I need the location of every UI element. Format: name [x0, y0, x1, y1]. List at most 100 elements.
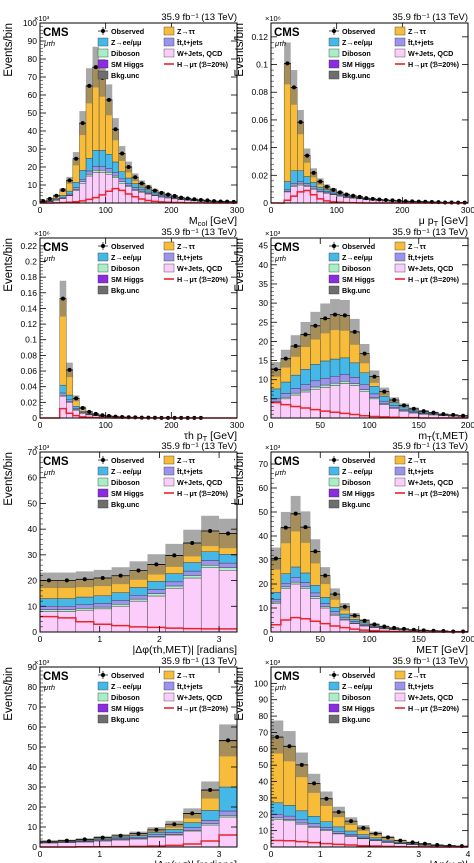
bar-ttbar: [112, 172, 119, 177]
y-tick-label: 0.1: [25, 335, 37, 345]
x-tick-label: 0: [38, 849, 43, 859]
bar-ttbar: [297, 181, 305, 185]
legend-label: H→μτ (ℬ=20%): [177, 704, 229, 713]
y-tick-label: 80: [28, 54, 38, 64]
y-tick-label: 10: [28, 822, 38, 832]
x-tick-label: 300: [230, 205, 244, 215]
legend-swatch-unc: [328, 285, 340, 295]
observed-point: [331, 187, 336, 192]
bar-zll: [147, 832, 166, 835]
x-axis-label: |Δη(μ,τ)|: [430, 859, 468, 863]
legend-swatch-ttbar: [394, 37, 406, 47]
bar-wjets: [359, 390, 370, 419]
bar-wjets: [359, 625, 370, 633]
y-tick-label: 40: [28, 524, 38, 534]
bar-diboson: [310, 386, 321, 390]
legend-label: Z→ee/μμ: [342, 38, 372, 47]
legend-label: Observed: [342, 27, 375, 36]
bar-ttbar: [200, 560, 220, 566]
y-tick-label: 50: [259, 760, 269, 770]
y-tick-label: 20: [259, 336, 269, 346]
bar-zll: [280, 381, 291, 394]
observed-point: [113, 127, 118, 132]
x-tick-label: 100: [362, 634, 376, 644]
legend-label: Observed: [342, 671, 375, 680]
observed-point: [299, 762, 304, 767]
bar-zll: [339, 357, 351, 375]
legend-swatch-zll: [97, 466, 109, 476]
bar-wjets: [297, 184, 305, 204]
y-tick-label: 40: [259, 531, 269, 541]
y-tick-label: 0.1: [256, 60, 268, 70]
legend-swatch-unc: [328, 714, 340, 724]
bar-zll: [283, 181, 291, 191]
legend: Observed Z→ττ Z→ee/μμ t̄t,t+jets Diboson W+Je…: [328, 26, 460, 80]
legend-label: Z→ee/μμ: [342, 682, 372, 691]
bar-ttbar: [147, 589, 166, 594]
bar-ttbar: [111, 600, 130, 605]
lumi-label: 35.9 fb⁻¹ (13 TeV): [161, 227, 237, 238]
observed-point: [349, 819, 354, 824]
chart-panel-4: 35.9 fb⁻¹ (13 TeV) ×10³ 0 5 10 15 20 25 30 35 40 45…: [234, 227, 474, 443]
observed-point: [67, 178, 72, 183]
legend-swatch-zll: [328, 37, 340, 47]
bar-wjets: [147, 595, 166, 633]
cms-label: CMS: [43, 671, 69, 683]
observed-point: [411, 627, 416, 632]
y-tick-label: 50: [28, 498, 38, 508]
y-axis-label: Events/bin: [3, 452, 15, 506]
bar-ttbar: [125, 183, 133, 186]
bar-ttbar: [283, 189, 291, 192]
observed-point: [372, 622, 377, 627]
cms-label: CMS: [274, 27, 300, 39]
observed-point: [357, 194, 362, 199]
x-tick-label: 2: [367, 849, 372, 859]
observed-point: [80, 121, 85, 126]
y-tick-label: 70: [28, 702, 38, 712]
legend-label: H→μτ (ℬ=20%): [177, 60, 229, 69]
bar-ttbar: [270, 599, 282, 603]
legend-label: Diboson: [342, 478, 371, 487]
x-tick-label: 200: [164, 420, 178, 430]
bar-wjets: [66, 402, 74, 419]
channel-label: μτh: [274, 683, 286, 692]
observed-point: [159, 190, 164, 195]
bar-zll: [303, 176, 311, 184]
bar-zll: [125, 177, 133, 184]
legend-swatch-higgs: [97, 274, 109, 284]
legend-label: Z→ee/μμ: [111, 38, 141, 47]
plot-frame: [270, 22, 469, 204]
channel-label: μτh: [43, 254, 55, 263]
legend-label: Z→ττ: [177, 456, 196, 465]
x-axis-label: |Δφ(τh,MET)| [radians]: [132, 644, 237, 656]
observed-point: [305, 153, 310, 158]
observed-point: [60, 188, 65, 193]
observed-point: [392, 398, 397, 402]
bar-zll: [297, 170, 305, 183]
observed-point: [352, 613, 357, 618]
y-tick-label: 60: [28, 722, 38, 732]
bar-ttbar: [359, 384, 370, 390]
legend-swatch-unc: [97, 70, 109, 80]
legend-swatch-ztt: [163, 455, 175, 465]
legend-label: t̄t,t+jets: [407, 38, 434, 47]
bar-ttbar: [79, 179, 87, 182]
y-tick-label: 20: [259, 809, 269, 819]
bar-ttbar: [93, 603, 112, 608]
bar-zll: [85, 158, 93, 172]
bar-wjets: [316, 191, 324, 204]
observed-point: [303, 332, 308, 337]
bar-wjets: [300, 588, 311, 633]
x-tick-label: 3: [416, 849, 421, 859]
axis-multiplier: ×10³: [265, 229, 281, 238]
observed-point: [74, 156, 79, 161]
legend-swatch-ttbar: [394, 466, 406, 476]
observed-point: [372, 374, 377, 379]
legend-swatch-diboson: [97, 48, 109, 58]
legend: Observed Z→ττ Z→ee/μμ t̄t,t+jets Diboson W+Je…: [97, 455, 229, 509]
bar-diboson: [85, 173, 93, 177]
bar-wjets: [79, 182, 87, 204]
bar-zll: [310, 364, 321, 382]
bar-wjets: [218, 570, 238, 633]
observed-point: [154, 562, 159, 567]
